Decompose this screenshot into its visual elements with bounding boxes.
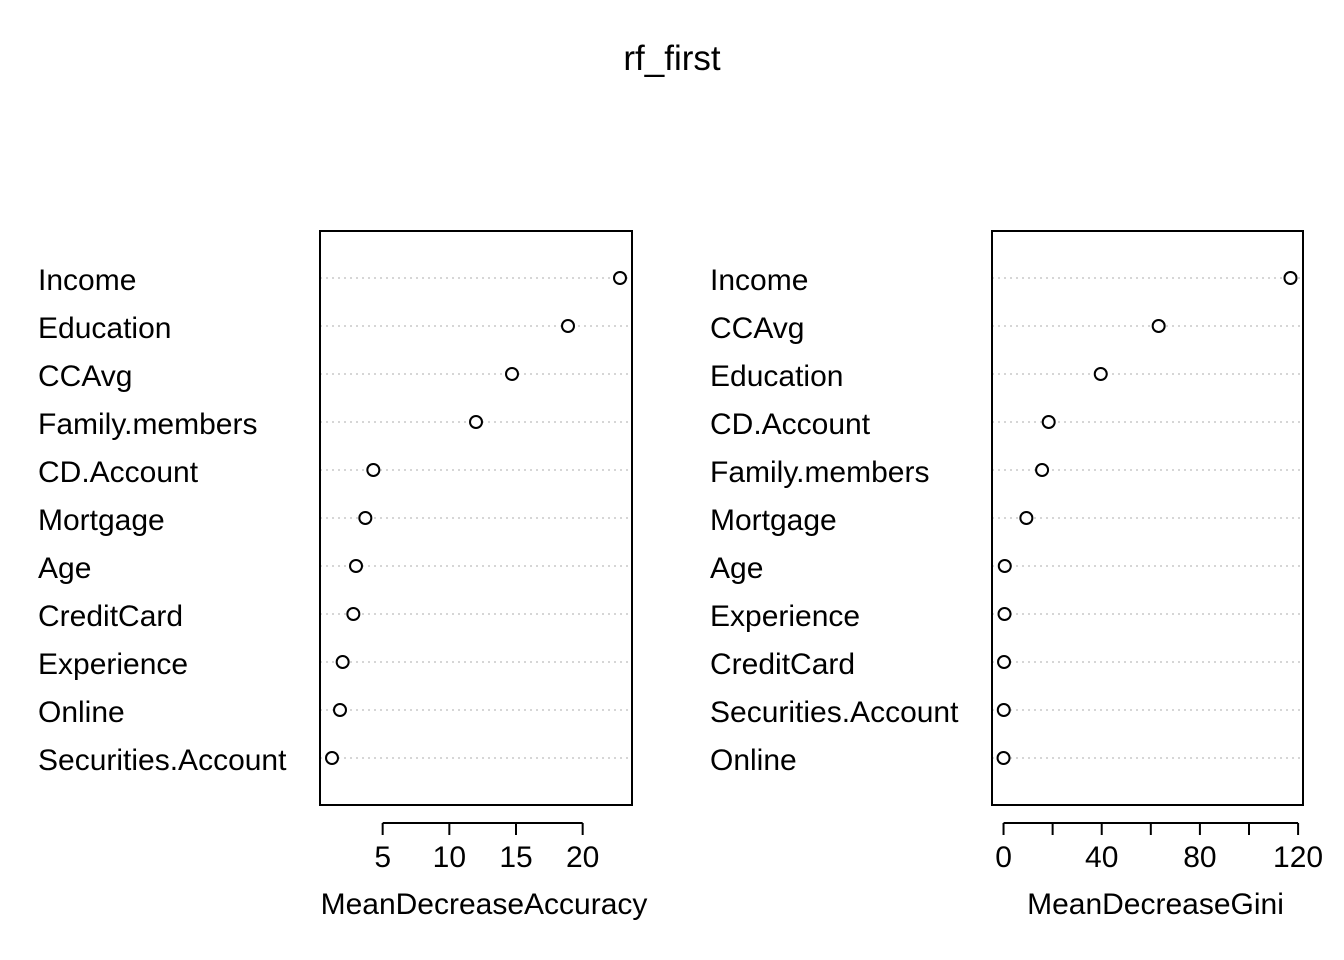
category-label: CCAvg xyxy=(710,312,804,345)
data-point xyxy=(346,607,361,621)
x-tick-label: 40 xyxy=(1085,841,1118,874)
category-label: Education xyxy=(710,360,843,393)
category-label: CD.Account xyxy=(710,408,871,441)
x-tick-label: 15 xyxy=(499,841,532,874)
data-point xyxy=(996,703,1011,717)
category-label: Mortgage xyxy=(38,504,165,537)
category-label: Income xyxy=(38,264,136,297)
panel-mean-decrease-gini: Income CCAvg Education CD.Account Family.mem… xyxy=(710,230,1323,921)
category-label: CCAvg xyxy=(38,360,132,393)
data-point xyxy=(1151,319,1166,333)
x-axis-title: MeanDecreaseGini xyxy=(1027,888,1284,921)
category-label: Mortgage xyxy=(710,504,837,537)
data-point xyxy=(469,415,483,429)
data-point xyxy=(333,703,347,717)
category-label: Age xyxy=(38,552,91,585)
panel-mean-decrease-accuracy: Income Education CCAvg Family.members CD.Acc… xyxy=(38,230,648,921)
data-point xyxy=(561,319,575,333)
x-axis-title: MeanDecreaseAccuracy xyxy=(321,888,648,921)
category-label: Online xyxy=(38,696,125,729)
data-point xyxy=(997,607,1012,621)
category-label: Education xyxy=(38,312,171,345)
data-point xyxy=(1283,271,1298,285)
x-tick-label: 10 xyxy=(433,841,466,874)
data-point xyxy=(997,559,1012,573)
data-point xyxy=(335,655,350,669)
plot-frame xyxy=(991,230,1304,806)
data-point xyxy=(1035,463,1050,477)
data-point xyxy=(325,751,339,765)
category-label: CreditCard xyxy=(38,600,183,633)
data-point xyxy=(358,511,373,525)
data-point xyxy=(1041,415,1056,429)
category-label: Online xyxy=(710,744,797,777)
category-label: CreditCard xyxy=(710,648,855,681)
category-label: CD.Account xyxy=(38,456,199,489)
data-point xyxy=(505,367,519,381)
data-point xyxy=(1093,367,1108,381)
data-point xyxy=(349,559,363,573)
category-label: Family.members xyxy=(38,408,257,441)
x-tick-label: 120 xyxy=(1273,841,1323,874)
category-label: Experience xyxy=(710,600,860,633)
data-point xyxy=(613,271,627,285)
x-tick-label: 5 xyxy=(374,841,391,874)
category-label: Income xyxy=(710,264,808,297)
data-point xyxy=(1019,511,1034,525)
plot-frame xyxy=(319,230,633,806)
category-label: Securities.Account xyxy=(710,696,959,729)
data-point xyxy=(997,655,1012,669)
x-tick-label: 20 xyxy=(566,841,599,874)
x-tick-label: 0 xyxy=(995,841,1012,874)
category-label: Age xyxy=(710,552,763,585)
data-point xyxy=(366,463,381,477)
category-label: Experience xyxy=(38,648,188,681)
x-tick-label: 80 xyxy=(1183,841,1216,874)
data-point xyxy=(996,751,1011,765)
category-label: Family.members xyxy=(710,456,929,489)
category-label: Securities.Account xyxy=(38,744,287,777)
chart-title: rf_first xyxy=(623,39,721,78)
